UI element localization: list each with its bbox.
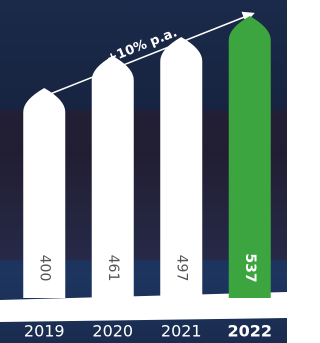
value-label: 537 [242, 253, 258, 282]
x-tick-label: 2020 [92, 322, 133, 341]
x-tick-label: 2022 [227, 322, 272, 341]
x-tick-label: 2019 [24, 322, 65, 341]
x-tick-label: 2021 [161, 322, 202, 341]
value-label: 497 [173, 255, 189, 282]
value-label: 400 [36, 255, 52, 282]
value-label: 461 [105, 255, 121, 282]
